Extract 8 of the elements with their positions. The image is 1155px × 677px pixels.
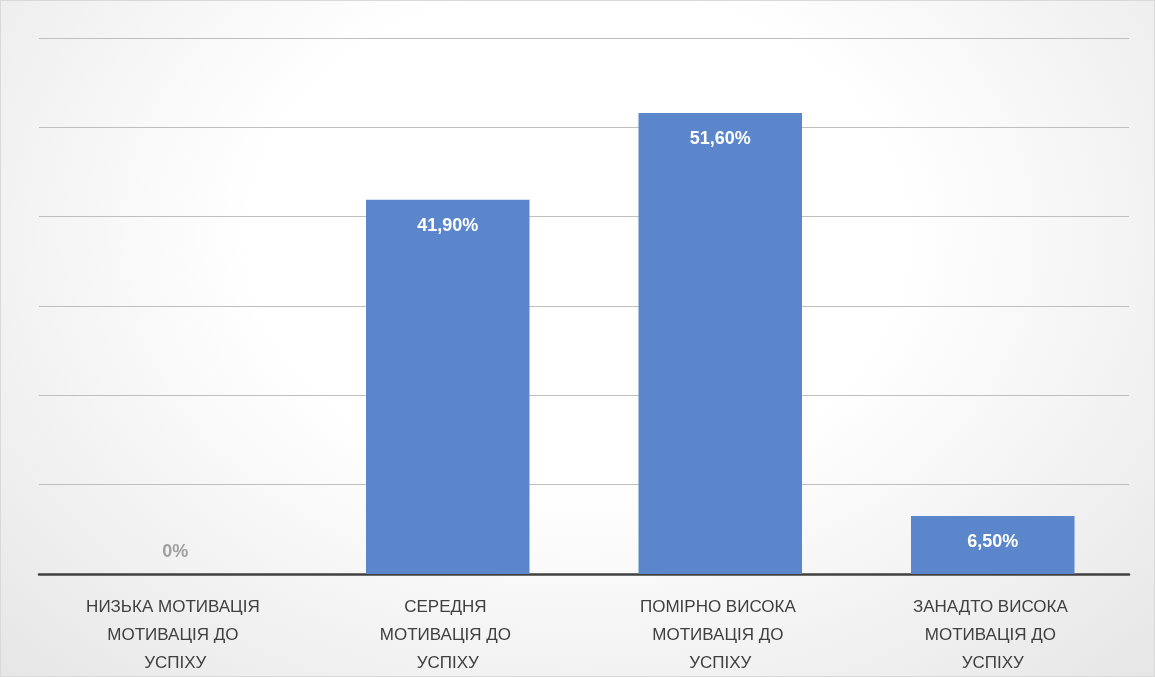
x-tick-label: НИЗЬКА МОТИВАЦІЯ МОТИВАЦІЯ ДО УСПІХУ (86, 596, 265, 672)
data-label: 51,60% (689, 128, 751, 149)
data-label: 0% (162, 541, 189, 561)
x-tick-label: СЕРЕДНЯ МОТИВАЦІЯ ДО УСПІХУ (379, 596, 516, 672)
x-tick-label: ПОМІРНО ВИСОКА МОТИВАЦІЯ ДО УСПІХУ (639, 596, 801, 672)
x-tick-label: ЗАНАДТО ВИСОКА МОТИВАЦІЯ ДО УСПІХУ (912, 596, 1073, 672)
data-label: 41,90% (417, 214, 479, 235)
data-label: 6,50% (967, 530, 1019, 551)
